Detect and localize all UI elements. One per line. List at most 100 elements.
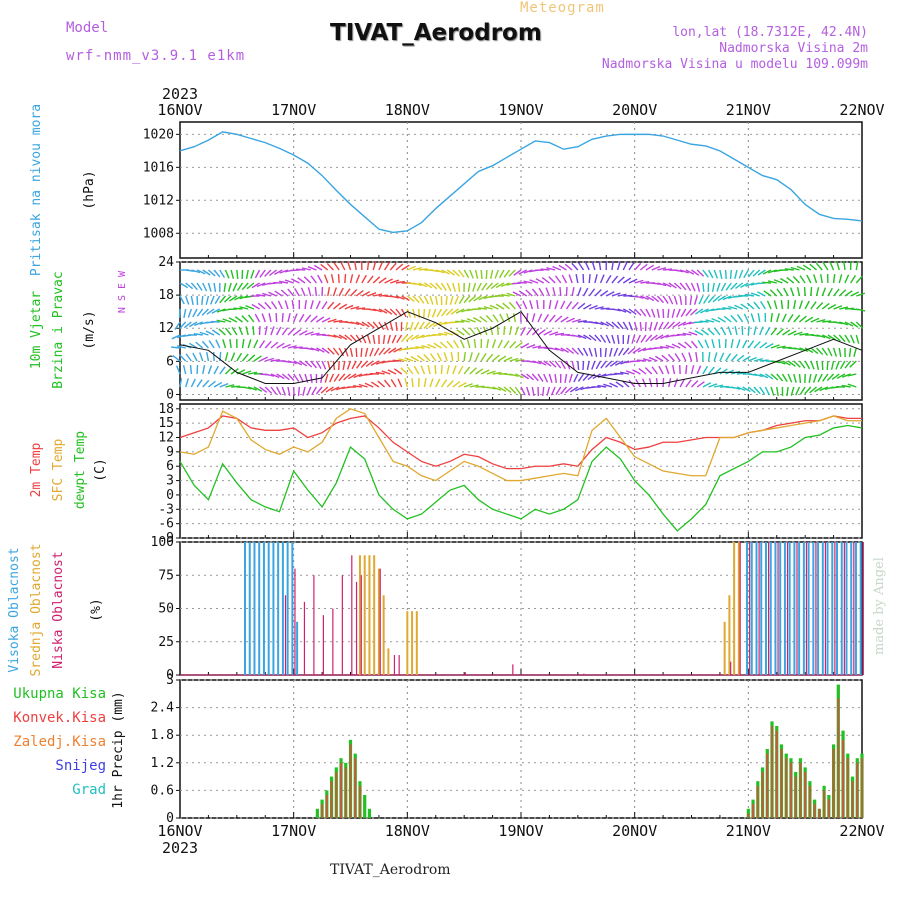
wind-arrow — [473, 316, 482, 323]
wind-arrow — [311, 386, 318, 396]
y-tick-label: 15 — [158, 416, 174, 431]
wind-arrow — [315, 360, 322, 370]
wind-arrow — [211, 308, 221, 314]
wind-arrow — [404, 378, 409, 388]
wind-arrow — [192, 308, 198, 318]
wind-arrow — [175, 365, 181, 375]
wind-arrow — [314, 286, 318, 297]
wind-arrow — [333, 319, 343, 323]
wind-arrow — [799, 332, 809, 336]
wind-arrow — [349, 334, 358, 343]
precip-conv-bar — [344, 767, 347, 818]
wind-arrow — [717, 316, 726, 323]
lonlat-text: lon,lat (18.7312E, 42.4N) — [672, 25, 868, 40]
wind-arrow — [452, 282, 456, 292]
wind-arrow — [753, 341, 761, 349]
wind-arrow — [412, 308, 416, 318]
wind-arrow — [401, 308, 407, 318]
wind-arrow — [416, 354, 425, 362]
wind-arrow — [835, 360, 840, 370]
time-label-top: 18NOV — [385, 101, 430, 119]
wind-arrow — [696, 365, 702, 375]
wind-arrow — [716, 282, 721, 292]
y-tick-label: 18 — [158, 402, 174, 417]
wind-arrow — [392, 359, 402, 362]
wind-arrow — [707, 328, 715, 336]
precip-conv-bar — [354, 758, 357, 818]
wind-arrow — [799, 347, 809, 352]
wind-arrow — [682, 332, 692, 336]
wind-arrow — [658, 321, 664, 331]
wind-arrow — [757, 269, 766, 276]
cloud-ylabel-mid: Srednja Oblacnost — [29, 543, 44, 676]
wind-arrow — [332, 347, 340, 356]
wind-arrow — [190, 378, 196, 388]
wind-arrow — [435, 295, 439, 305]
wind-arrow — [396, 334, 403, 343]
wind-arrow — [389, 262, 397, 271]
wind-arrow — [222, 339, 227, 349]
wind-arrow — [688, 331, 698, 336]
wind-arrow — [855, 334, 860, 344]
wind-arrow — [393, 347, 402, 353]
wind-arrow — [541, 277, 550, 284]
wind-arrow — [548, 276, 556, 284]
wind-arrow — [423, 321, 431, 330]
wind-arrow — [844, 360, 852, 369]
wind-arrow — [594, 306, 604, 310]
wind-arrow — [583, 303, 592, 310]
wind-arrow — [253, 355, 262, 362]
wind-arrow — [542, 386, 545, 397]
wind-arrow — [361, 321, 370, 328]
wind-arrow — [776, 386, 779, 396]
wind-arrow — [776, 360, 786, 365]
wind-arrow — [850, 321, 859, 328]
wind-arrow — [254, 313, 261, 323]
wind-arrow — [588, 273, 591, 284]
time-label-top: 22NOV — [839, 101, 884, 119]
wind-arrow — [297, 277, 306, 284]
wind-arrow — [786, 276, 795, 284]
wind-arrow — [753, 358, 763, 362]
wind-arrow — [358, 383, 368, 388]
time-label-bottom: 20NOV — [612, 822, 657, 840]
wind-arrow — [620, 371, 630, 375]
wind-arrow — [633, 321, 638, 331]
precip-conv-bar — [851, 781, 854, 818]
wind-arrow — [665, 344, 675, 349]
time-label-top: 21NOV — [726, 101, 771, 119]
wind-arrow — [344, 334, 353, 342]
wind-arrow — [622, 347, 630, 356]
wind-arrow — [682, 321, 692, 326]
wind-unit-label: (m/s) — [82, 310, 97, 349]
wind-arrow — [813, 274, 818, 284]
wind-arrow — [628, 262, 635, 271]
pressure-line — [179, 131, 863, 234]
wind-arrow — [360, 360, 369, 368]
wind-arrow — [708, 366, 715, 375]
time-label-top: 20NOV — [612, 101, 657, 119]
legend-hail: Grad — [72, 782, 106, 798]
wind-arrow — [258, 340, 266, 349]
wind-arrow — [218, 328, 226, 336]
wind-arrow — [741, 325, 744, 336]
wind-arrow — [183, 321, 192, 329]
wind-arrow — [667, 308, 670, 319]
wind-arrow — [543, 373, 549, 383]
wind-arrow — [760, 300, 766, 310]
wind-arrow — [537, 373, 544, 382]
wind-arrow — [333, 373, 340, 382]
wind-arrow — [560, 300, 566, 310]
y-tick-label: 12 — [158, 431, 174, 446]
wind-arrow — [787, 373, 793, 383]
wind-arrow — [390, 295, 400, 299]
precip-conv-bar — [339, 762, 343, 818]
wind-arrow — [281, 327, 289, 336]
wind-arrow — [730, 314, 738, 323]
y-tick-label: 75 — [158, 568, 174, 583]
wind-arrow — [238, 326, 244, 336]
legend-snow: Snijeg — [55, 758, 106, 774]
wind-arrow — [185, 353, 192, 362]
wind-arrow — [310, 275, 317, 284]
wind-arrow — [718, 338, 721, 349]
